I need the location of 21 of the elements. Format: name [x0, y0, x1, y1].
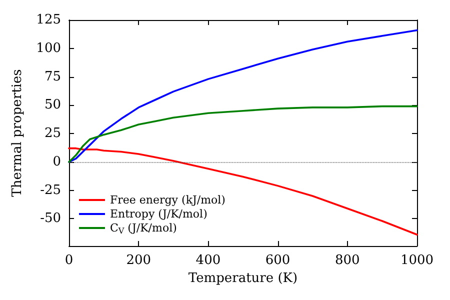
- x-tick-label: 0: [64, 253, 74, 268]
- legend-label: Entropy (J/K/mol): [110, 208, 208, 220]
- legend-label: Free energy (kJ/mol): [110, 194, 226, 206]
- y-tick-label: -50: [40, 211, 61, 226]
- y-axis-title: Thermal properties: [10, 69, 25, 197]
- y-tick-label: 100: [36, 40, 61, 56]
- y-tick-label: 25: [44, 126, 61, 142]
- x-tick-label: 600: [265, 253, 290, 268]
- line-series: [68, 147, 418, 236]
- x-axis-title: Temperature (K): [188, 270, 298, 286]
- line-series: [68, 105, 418, 163]
- x-tick-label: 800: [334, 253, 360, 268]
- x-tick-label: 1000: [400, 253, 434, 268]
- y-tick-label: 0: [52, 154, 61, 170]
- y-tick-label: 125: [36, 12, 61, 28]
- y-tick-label: 50: [44, 98, 61, 113]
- line-series: [68, 29, 418, 163]
- x-tick-label: 400: [196, 253, 221, 268]
- y-tick-label: -25: [40, 182, 61, 198]
- y-tick-label: 75: [44, 69, 61, 84]
- x-tick-label: 200: [126, 253, 152, 268]
